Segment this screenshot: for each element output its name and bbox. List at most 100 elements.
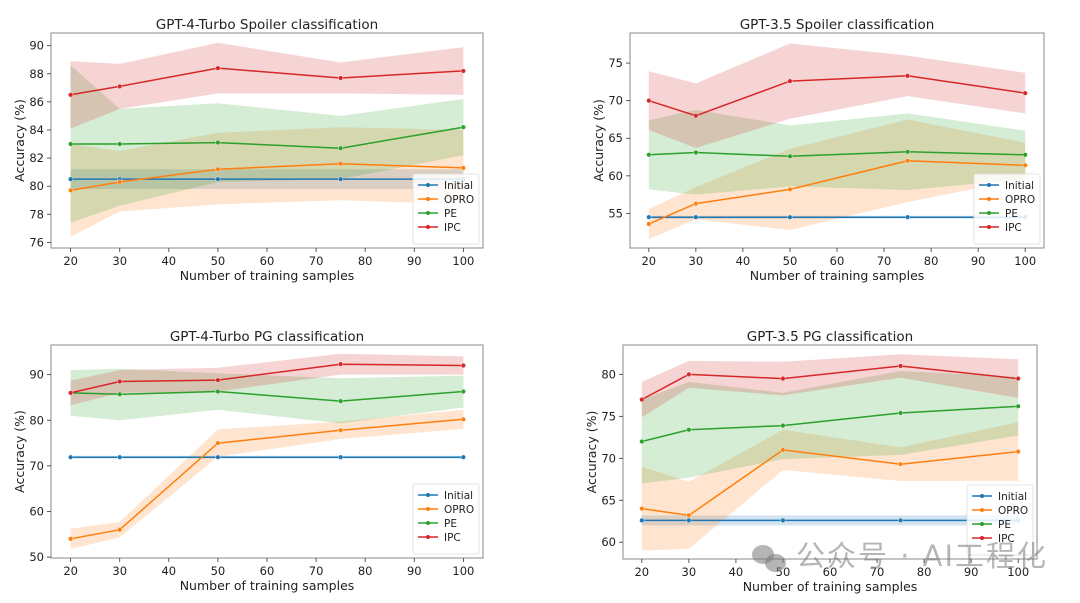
data-point-opro <box>338 161 344 167</box>
data-point-initial <box>639 517 645 523</box>
data-point-pe <box>215 389 221 395</box>
y-tick-label: 50 <box>29 550 44 564</box>
chart-title: GPT-4-Turbo Spoiler classification <box>156 17 379 33</box>
legend: Initial OPRO PE IPC <box>412 483 480 555</box>
confidence-band-ipc <box>641 354 1019 418</box>
data-point-opro <box>905 158 911 164</box>
y-axis-label: Accuracy (%) <box>12 99 27 182</box>
x-tick-label: 90 <box>407 254 422 268</box>
y-tick-label: 65 <box>608 131 623 145</box>
data-point-opro <box>693 201 699 207</box>
x-tick-label: 50 <box>783 254 798 268</box>
data-point-opro <box>117 179 123 185</box>
x-tick-label: 60 <box>823 565 838 579</box>
legend-marker-icon <box>426 225 430 229</box>
chart-title: GPT-4-Turbo PG classification <box>170 329 364 345</box>
x-tick-label: 90 <box>971 254 986 268</box>
data-point-pe <box>117 391 123 397</box>
data-point-pe <box>68 141 74 147</box>
legend-marker-icon <box>426 211 430 215</box>
x-tick-label: 40 <box>161 254 176 268</box>
y-tick-label: 75 <box>601 409 616 423</box>
data-point-ipc <box>780 376 786 382</box>
data-point-ipc <box>1015 376 1021 382</box>
data-point-ipc <box>787 78 793 84</box>
data-point-opro <box>686 512 692 518</box>
legend-marker-icon <box>426 507 430 511</box>
data-point-opro <box>215 440 221 446</box>
y-tick-label: 65 <box>601 493 616 507</box>
data-point-initial <box>693 214 699 220</box>
data-point-opro <box>215 166 221 172</box>
data-point-opro <box>460 416 466 422</box>
data-point-opro <box>780 447 786 453</box>
legend-item-opro: OPRO <box>418 194 474 206</box>
y-tick-label: 75 <box>608 56 623 70</box>
x-tick-label: 100 <box>452 564 474 578</box>
data-point-opro <box>787 186 793 192</box>
x-tick-label: 70 <box>309 564 324 578</box>
data-point-opro <box>460 165 466 171</box>
data-point-initial <box>646 214 652 220</box>
legend-label: IPC <box>998 533 1015 545</box>
legend-marker-icon <box>980 536 984 540</box>
y-tick-label: 55 <box>608 206 623 220</box>
series-line-opro <box>70 418 464 540</box>
y-axis-label: Accuracy (%) <box>591 99 606 182</box>
chart-title: GPT-3.5 PG classification <box>747 329 913 345</box>
data-point-opro <box>1022 162 1028 168</box>
legend-marker-icon <box>987 211 991 215</box>
x-tick-label: 20 <box>641 254 656 268</box>
data-point-opro <box>117 527 123 533</box>
legend-label: Initial <box>444 490 473 502</box>
legend-label: Initial <box>444 180 473 192</box>
data-point-opro <box>639 506 645 512</box>
x-tick-label: 100 <box>1007 565 1029 579</box>
data-point-ipc <box>898 363 904 369</box>
data-point-initial <box>215 454 221 460</box>
legend-label: IPC <box>444 222 461 234</box>
chart-gpt35-spoiler: 20 30 40 50 60 70 80 90 100 55 60 65 70 75 GPT-3.5 Spo… <box>591 17 1045 283</box>
x-tick-label: 70 <box>309 254 324 268</box>
data-point-pe <box>338 398 344 404</box>
confidence-band-opro <box>641 422 1019 551</box>
data-point-ipc <box>68 92 74 98</box>
confidence-band-pe <box>70 65 464 223</box>
legend-label: OPRO <box>998 505 1028 517</box>
data-point-pe <box>460 389 466 395</box>
legend-item-ipc: IPC <box>972 533 1015 545</box>
x-tick-label: 50 <box>211 254 226 268</box>
legend-label: PE <box>444 518 457 530</box>
data-point-pe <box>215 140 221 146</box>
data-point-opro <box>68 536 74 542</box>
legend: Initial OPRO PE IPC <box>973 173 1041 245</box>
data-point-initial <box>898 517 904 523</box>
y-tick-label: 90 <box>29 39 44 53</box>
legend-marker-icon <box>426 493 430 497</box>
wechat-icon <box>752 543 786 573</box>
legend-marker-icon <box>987 197 991 201</box>
x-tick-label: 30 <box>682 565 697 579</box>
x-tick-label: 30 <box>112 254 127 268</box>
x-tick-label: 50 <box>211 564 226 578</box>
legend: Initial OPRO PE IPC <box>966 484 1034 556</box>
data-point-ipc <box>215 65 221 71</box>
data-point-pe <box>639 439 645 445</box>
legend-marker-icon <box>426 197 430 201</box>
x-tick-label: 20 <box>634 565 649 579</box>
y-tick-label: 90 <box>29 368 44 382</box>
confidence-band-ipc <box>70 42 464 129</box>
legend-label: PE <box>1005 208 1018 220</box>
data-point-pe <box>787 153 793 159</box>
data-point-opro <box>1015 449 1021 455</box>
data-point-pe <box>338 145 344 151</box>
legend-label: IPC <box>444 532 461 544</box>
data-point-opro <box>68 187 74 193</box>
y-tick-label: 86 <box>29 95 44 109</box>
x-tick-label: 40 <box>161 564 176 578</box>
data-point-initial <box>68 176 74 182</box>
x-tick-label: 90 <box>964 565 979 579</box>
legend-marker-icon <box>426 535 430 539</box>
data-point-opro <box>338 427 344 433</box>
